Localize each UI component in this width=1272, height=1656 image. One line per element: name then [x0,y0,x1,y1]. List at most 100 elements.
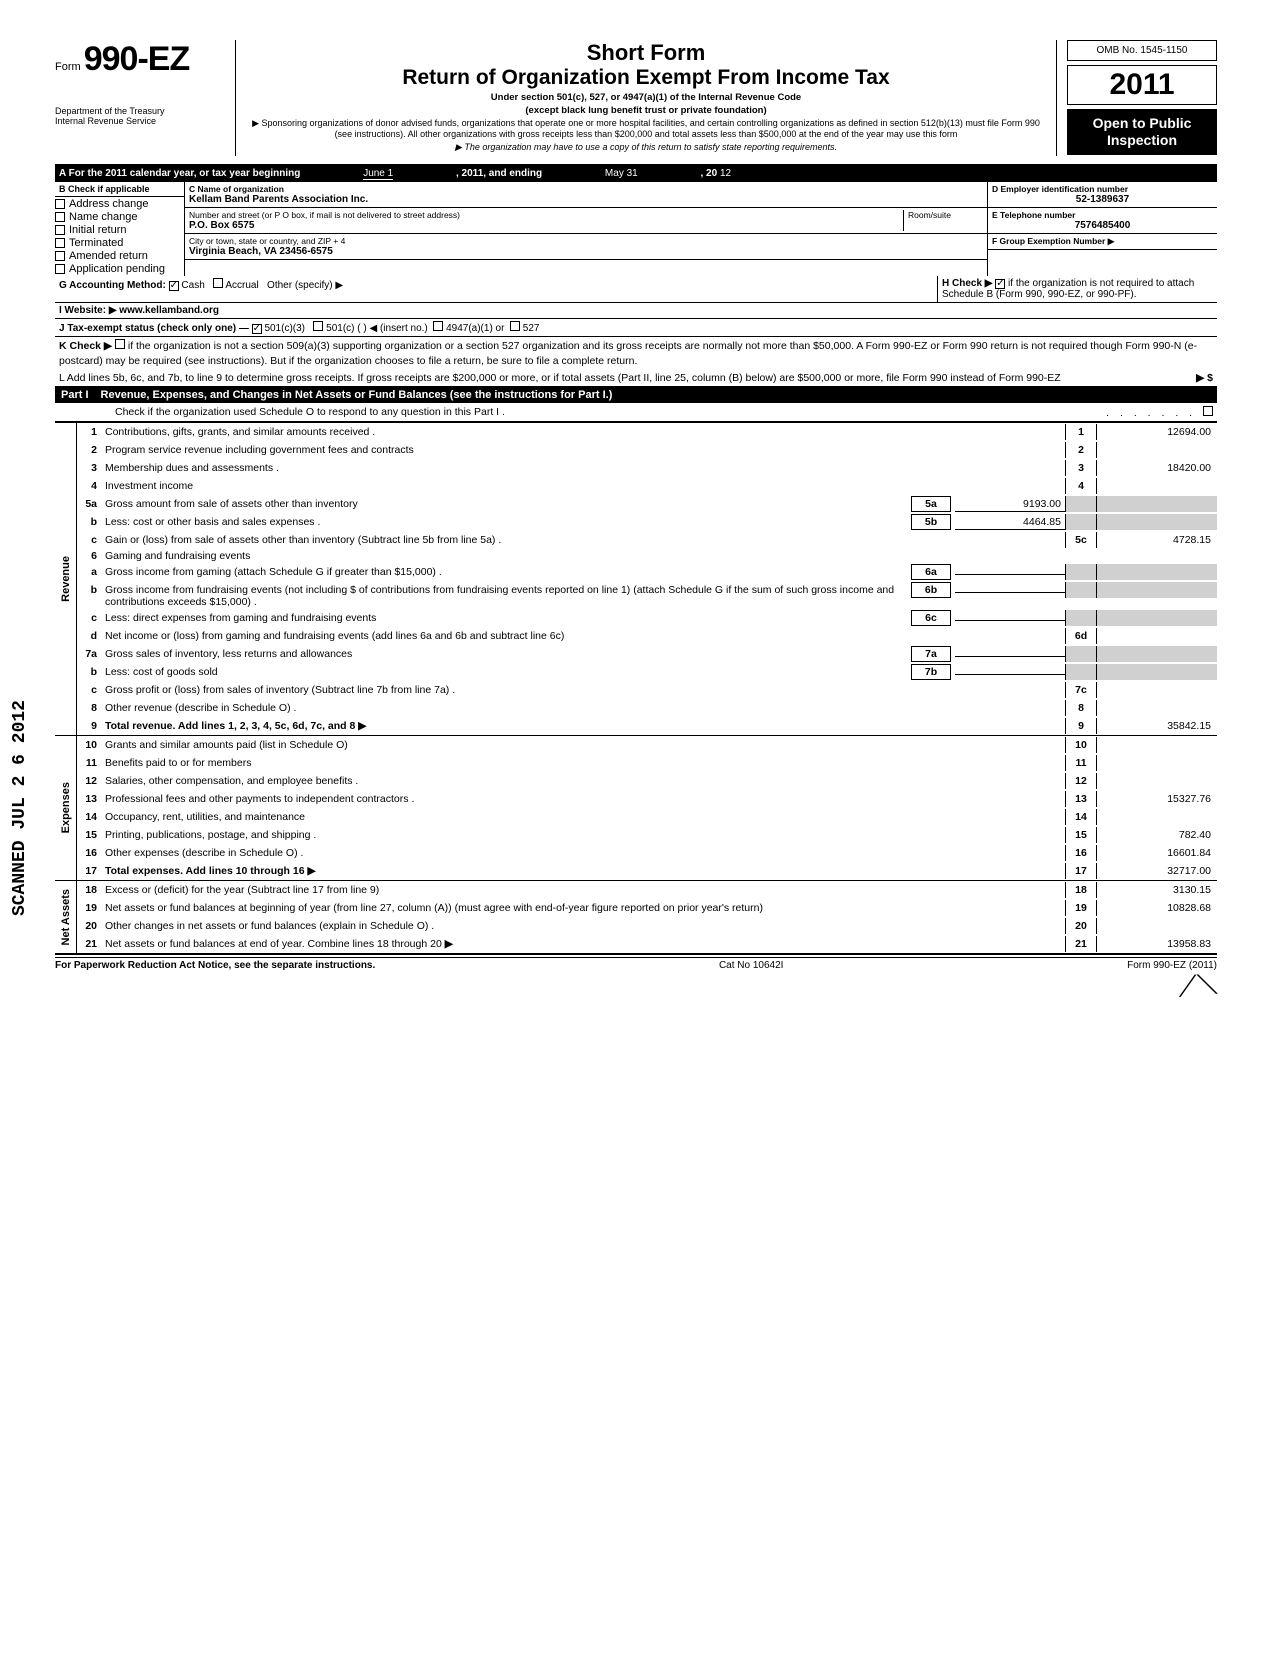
revenue-label: Revenue [58,552,74,606]
line-text: Gross income from fundraising events (no… [105,584,907,608]
check-501c[interactable] [313,321,323,331]
line-num: 11 [77,757,105,769]
end-box: 8 [1065,700,1097,716]
end-val: 35842.15 [1097,718,1217,734]
line-num: 16 [77,847,105,859]
line-num: d [77,630,105,642]
room-label: Room/suite [908,210,983,220]
d-row: D Employer identification number 52-1389… [988,182,1217,208]
check-h[interactable] [995,279,1005,289]
check-501c3[interactable] [252,324,262,334]
line-a: A For the 2011 calendar year, or tax yea… [55,166,1217,181]
end-val [1097,816,1217,820]
j-527: 527 [523,323,540,334]
end-box-shaded [1065,582,1097,598]
end-year-val: 12 [720,168,731,179]
end-box-shaded [1065,664,1097,680]
mid-val [955,572,1065,575]
revenue-body: 1Contributions, gifts, grants, and simil… [77,423,1217,735]
line-num: 2 [77,444,105,456]
check-address-change[interactable]: Address change [55,198,184,210]
line-num: 4 [77,480,105,492]
org-name: Kellam Band Parents Association Inc. [189,194,983,205]
end-val: 3130.15 [1097,882,1217,898]
check-527[interactable] [510,321,520,331]
check-name-change[interactable]: Name change [55,211,184,223]
end-box: 2 [1065,442,1097,458]
line-3: 3Membership dues and assessments .318420… [77,459,1217,477]
signature-icon: ⟋⟍ [1176,969,1218,1004]
end-val-shaded [1097,646,1217,662]
end-val [1097,925,1217,929]
addr-label: Number and street (or P O box, if mail i… [189,210,903,220]
tax-year-end: May 31 [605,168,638,179]
line-c: cLess: direct expenses from gaming and f… [77,609,1217,627]
c-row: C Name of organization Kellam Band Paren… [185,182,987,208]
dept-line2: Internal Revenue Service [55,117,225,127]
line-b: bLess: cost of goods sold7b [77,663,1217,681]
check-cash[interactable] [169,281,179,291]
line-17: 17Total expenses. Add lines 10 through 1… [77,862,1217,880]
l-section: L Add lines 5b, 6c, and 7b, to line 9 to… [55,370,1217,387]
end-box: 13 [1065,791,1097,807]
line-text: Benefits paid to or for members [105,757,1065,769]
check-accrual[interactable] [213,278,223,288]
line-8: 8Other revenue (describe in Schedule O) … [77,699,1217,717]
j-501c: 501(c) ( [326,323,360,334]
line-num: 5a [77,498,105,510]
f-row: F Group Exemption Number ▶ [988,234,1217,250]
g-label: G Accounting Method: [59,280,166,291]
end-val [1097,744,1217,748]
end-box: 15 [1065,827,1097,843]
check-pending[interactable]: Application pending [55,263,184,275]
line-text: Net income or (loss) from gaming and fun… [105,630,1065,642]
netassets-label: Net Assets [58,885,74,949]
mid-box: 7b [911,664,951,680]
line-num: 7a [77,648,105,660]
check-terminated[interactable]: Terminated [55,237,184,249]
right-box: OMB No. 1545-1150 2011 Open to Public In… [1067,40,1217,155]
line-text: Other changes in net assets or fund bala… [105,920,1065,932]
form-header: Form 990-EZ Department of the Treasury I… [55,40,1217,156]
end-val-shaded [1097,514,1217,530]
revenue-section: Revenue 1Contributions, gifts, grants, a… [55,422,1217,735]
accrual-label: Accrual [225,280,258,291]
line-a: aGross income from gaming (attach Schedu… [77,563,1217,581]
line-b: bLess: cost or other basis and sales exp… [77,513,1217,531]
line-text: Net assets or fund balances at beginning… [105,902,1065,914]
line-text: Printing, publications, postage, and shi… [105,829,1065,841]
end-box: 18 [1065,882,1097,898]
end-year-label: , 20 [701,168,718,179]
end-box-shaded [1065,564,1097,580]
check-4947[interactable] [433,321,443,331]
mid-box: 6b [911,582,951,598]
check-initial-return[interactable]: Initial return [55,224,184,236]
check-k[interactable] [115,339,125,349]
line-text: Membership dues and assessments . [105,462,1065,474]
expenses-side-label: Expenses [55,736,77,880]
city-row: City or town, state or country, and ZIP … [185,234,987,260]
section-b: B Check if applicable Address change Nam… [55,182,185,276]
end-val: 4728.15 [1097,532,1217,548]
check-label: Application pending [69,263,165,275]
check-schedule-o[interactable] [1203,406,1213,416]
addr-row: Number and street (or P O box, if mail i… [185,208,987,234]
end-val [1097,449,1217,453]
end-val-shaded [1097,610,1217,626]
line-text: Total expenses. Add lines 10 through 16 … [105,865,1065,877]
line-text: Professional fees and other payments to … [105,793,1065,805]
end-val [1097,780,1217,784]
line-13: 13Professional fees and other payments t… [77,790,1217,808]
l-arrow: ▶ $ [1196,372,1213,384]
line-6: 6Gaming and fundraising events [77,549,1217,563]
part1-header: Part I Revenue, Expenses, and Changes in… [55,387,1217,403]
line-text: Salaries, other compensation, and employ… [105,775,1065,787]
line-num: c [77,534,105,546]
line-num: 15 [77,829,105,841]
end-val [1097,689,1217,693]
line-12: 12Salaries, other compensation, and empl… [77,772,1217,790]
j-4947: 4947(a)(1) or [446,323,504,334]
line-1: 1Contributions, gifts, grants, and simil… [77,423,1217,441]
line-text: Contributions, gifts, grants, and simila… [105,426,1065,438]
check-amended[interactable]: Amended return [55,250,184,262]
